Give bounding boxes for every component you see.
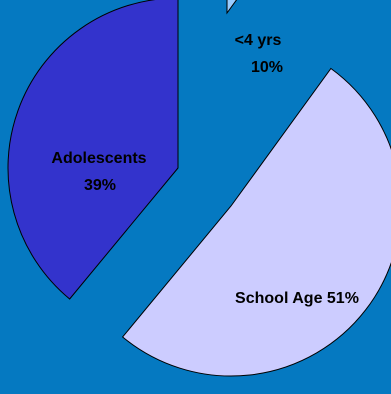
slice-label-adolescents-value: 39%: [84, 177, 116, 194]
pie-slice-adolescents: [7, 0, 179, 300]
slice-label-adolescents-name: Adolescents: [51, 150, 146, 167]
pie-slice-4-yrs: [226, 0, 238, 15]
pie-slices: [7, 0, 391, 377]
pie-labels: <4 yrs 10% School Age 51% Adolescents 39…: [51, 32, 359, 307]
slice-label-school-age: School Age 51%: [235, 290, 359, 307]
pie-slice-school-age: [121, 67, 391, 377]
slice-label-under-4-yrs-name: <4 yrs: [235, 32, 282, 49]
slice-label-under-4-yrs-value: 10%: [251, 59, 283, 76]
